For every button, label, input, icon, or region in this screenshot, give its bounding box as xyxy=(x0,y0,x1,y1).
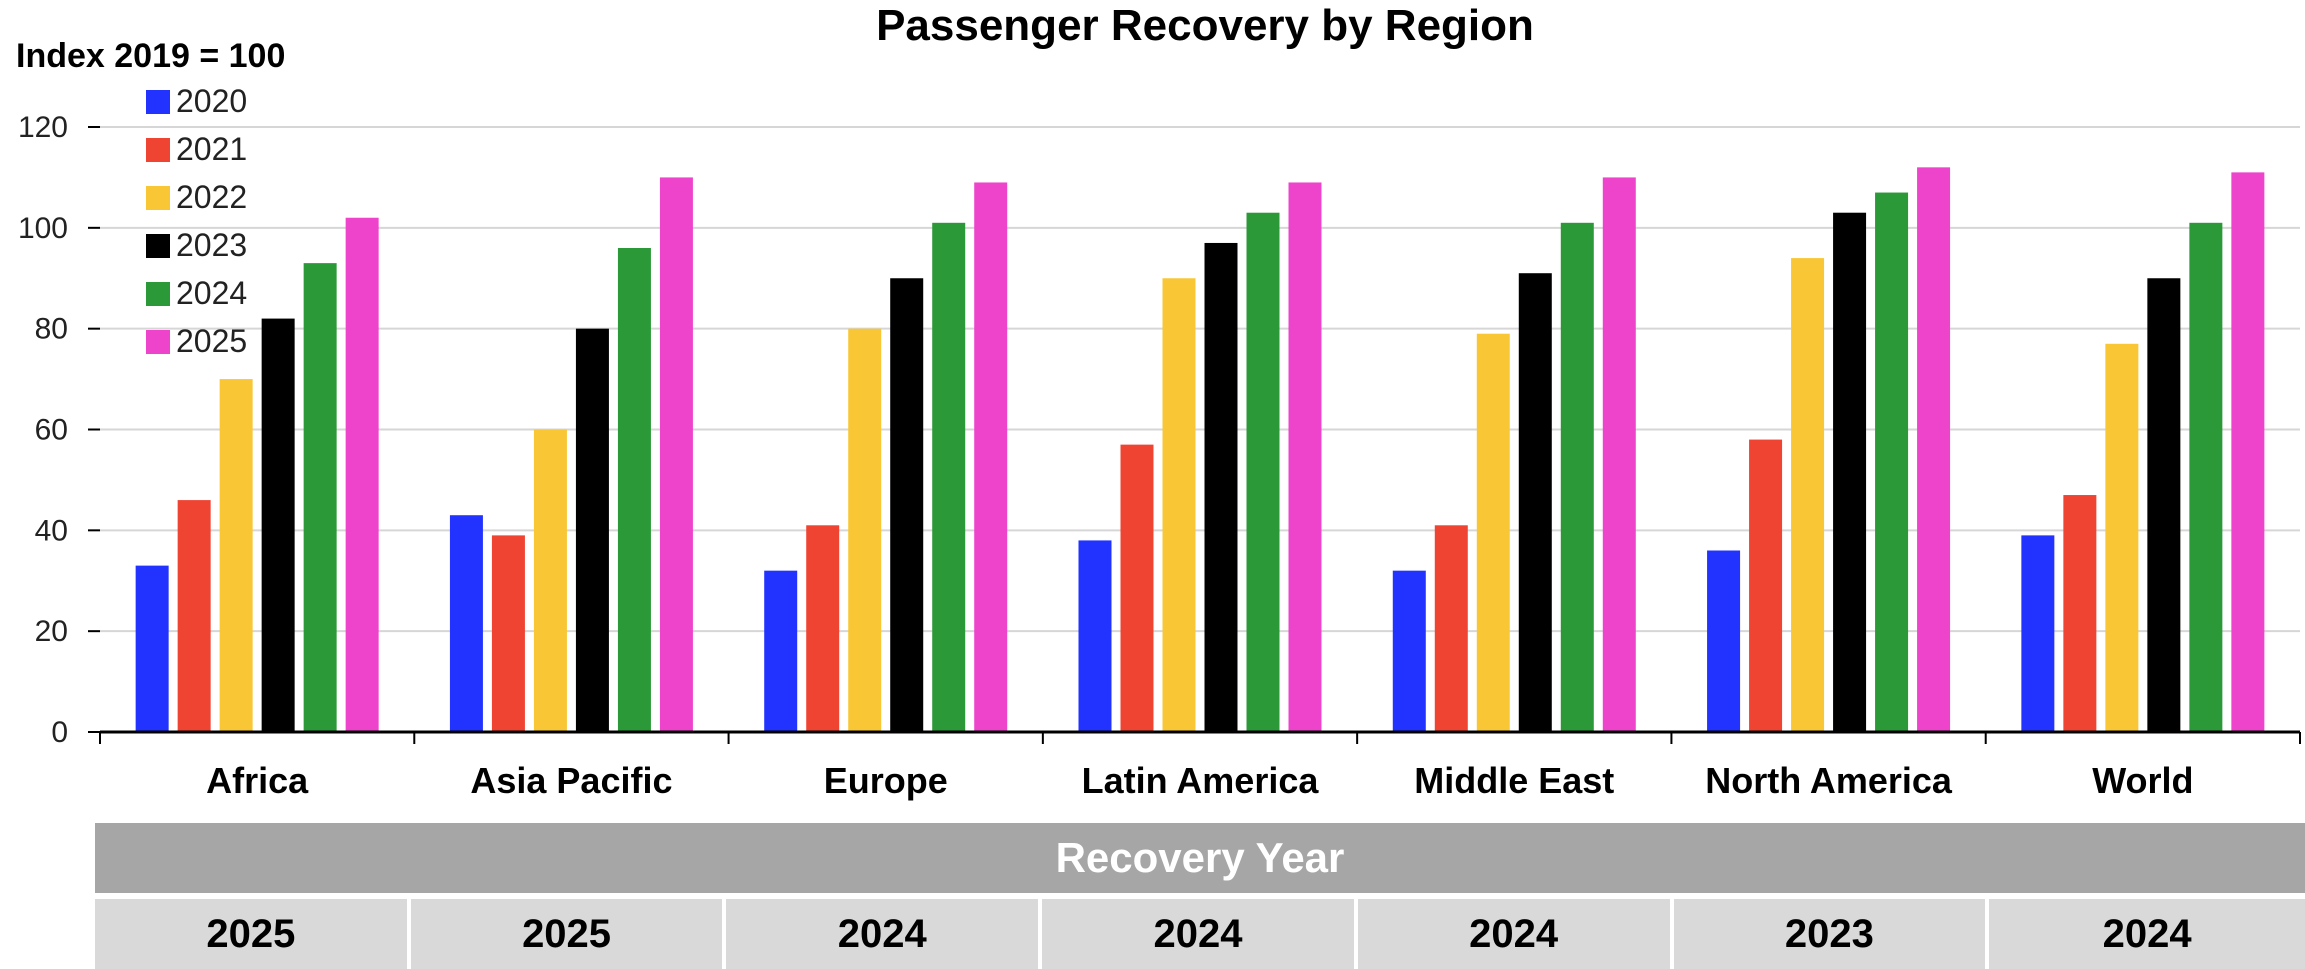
chart-title: Passenger Recovery by Region xyxy=(876,1,1534,50)
bar-2021-world xyxy=(2063,495,2097,732)
legend: 2020 2021 2022 2023 2024 2025 xyxy=(146,83,247,359)
bar-2024-latin-america xyxy=(1246,212,1280,733)
legend-label-2020: 2020 xyxy=(176,83,247,119)
bar-2020-middle-east xyxy=(1392,570,1426,732)
category-label: Asia Pacific xyxy=(470,760,672,801)
y-axis-ticks: 0 20 40 60 80 100 120 xyxy=(18,111,100,749)
bar-2025-world xyxy=(2231,172,2265,732)
bar-2022-asia-pacific xyxy=(533,429,567,732)
category-label: North America xyxy=(1705,760,1953,801)
bar-2021-asia-pacific xyxy=(491,535,525,732)
y-tick-label: 20 xyxy=(35,615,68,648)
bar-2020-latin-america xyxy=(1078,540,1112,732)
category-label: Latin America xyxy=(1082,760,1320,801)
bar-2024-middle-east xyxy=(1560,222,1594,732)
category-label: Africa xyxy=(206,760,309,801)
bar-2022-world xyxy=(2105,343,2139,732)
bar-2023-middle-east xyxy=(1518,273,1552,732)
y-tick-label: 100 xyxy=(18,212,68,245)
category-label: World xyxy=(2092,760,2193,801)
bar-2024-africa xyxy=(303,263,337,732)
bar-2021-europe xyxy=(806,525,840,732)
bar-2025-latin-america xyxy=(1288,182,1322,733)
recovery-year-cell: 2024 xyxy=(1989,899,2305,969)
x-axis xyxy=(99,730,2301,744)
legend-label-2024: 2024 xyxy=(176,275,247,311)
bar-2024-north-america xyxy=(1875,192,1909,732)
recovery-year-cell: 2025 xyxy=(95,899,411,969)
bar-2020-europe xyxy=(764,570,798,732)
bar-2020-africa xyxy=(135,565,169,732)
bar-2023-world xyxy=(2147,278,2181,732)
bar-2025-north-america xyxy=(1917,167,1951,733)
bar-2023-latin-america xyxy=(1204,242,1238,733)
bar-2023-asia-pacific xyxy=(575,328,609,732)
bar-2024-world xyxy=(2189,222,2223,732)
bar-2020-asia-pacific xyxy=(449,515,483,732)
y-tick-label: 60 xyxy=(35,414,68,447)
bar-2022-middle-east xyxy=(1476,333,1510,732)
legend-swatch-2024 xyxy=(146,282,170,306)
bar-2024-europe xyxy=(932,222,966,732)
bar-2025-africa xyxy=(345,217,379,732)
bar-2021-north-america xyxy=(1749,439,1783,732)
bar-2021-middle-east xyxy=(1434,525,1468,732)
bar-2020-world xyxy=(2021,535,2055,732)
recovery-year-cell: 2023 xyxy=(1673,899,1990,969)
recovery-year-cell: 2025 xyxy=(410,899,727,969)
bar-2023-europe xyxy=(890,278,924,732)
recovery-year-table: Recovery Year 2025 2025 2024 2024 2024 2023 20… xyxy=(95,823,2305,969)
recovery-year-cell: 2024 xyxy=(1357,899,1674,969)
y-tick-label: 0 xyxy=(51,716,68,749)
legend-label-2025: 2025 xyxy=(176,323,247,359)
bar-2022-europe xyxy=(848,328,882,732)
y-tick-label: 80 xyxy=(35,313,68,346)
y-tick-label: 120 xyxy=(18,111,68,144)
bar-2021-latin-america xyxy=(1120,444,1154,732)
y-tick-label: 40 xyxy=(35,514,68,547)
recovery-year-cell: 2024 xyxy=(1042,899,1358,969)
y-axis-label: Index 2019 = 100 xyxy=(16,37,285,75)
bar-2023-africa xyxy=(261,318,295,732)
legend-label-2022: 2022 xyxy=(176,179,247,215)
bar-2023-north-america xyxy=(1833,212,1867,733)
recovery-year-row: 2025 2025 2024 2024 2024 2023 2024 xyxy=(95,899,2305,969)
legend-swatch-2020 xyxy=(146,90,170,114)
bar-2022-latin-america xyxy=(1162,278,1196,732)
bar-chart: Passenger Recovery by Region Index 2019 … xyxy=(16,1,2301,801)
bar-2022-africa xyxy=(219,379,253,732)
recovery-year-header: Recovery Year xyxy=(95,823,2305,893)
category-labels: Africa Asia Pacific Europe Latin America Mid… xyxy=(206,760,2193,801)
legend-swatch-2021 xyxy=(146,138,170,162)
category-label: Middle East xyxy=(1414,760,1614,801)
legend-swatch-2025 xyxy=(146,330,170,354)
grid-lines xyxy=(100,126,2300,633)
bar-2022-north-america xyxy=(1791,258,1825,732)
legend-label-2023: 2023 xyxy=(176,227,247,263)
bar-2025-middle-east xyxy=(1602,177,1636,732)
legend-swatch-2022 xyxy=(146,186,170,210)
recovery-year-cell: 2024 xyxy=(726,899,1043,969)
bar-2020-north-america xyxy=(1707,550,1741,732)
bar-2025-europe xyxy=(974,182,1008,733)
bar-2021-africa xyxy=(177,500,211,732)
bars xyxy=(135,167,2265,733)
legend-swatch-2023 xyxy=(146,234,170,258)
category-label: Europe xyxy=(824,760,948,801)
bar-2025-asia-pacific xyxy=(659,177,693,732)
legend-label-2021: 2021 xyxy=(176,131,247,167)
bar-2024-asia-pacific xyxy=(617,248,651,732)
